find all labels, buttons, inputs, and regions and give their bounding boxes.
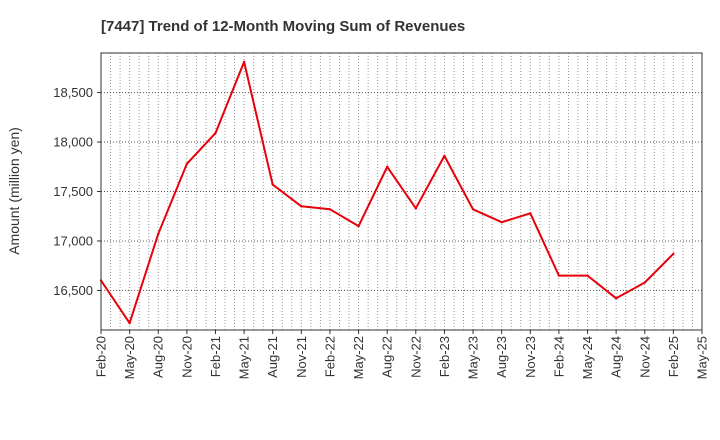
data-point	[242, 60, 246, 64]
data-point	[500, 220, 503, 224]
x-tick-label: Feb-21	[208, 336, 223, 377]
grid	[101, 53, 702, 330]
x-tick-label: Feb-22	[322, 336, 337, 377]
x-tick-label: May-24	[580, 336, 595, 379]
chart-title: [7447] Trend of 12-Month Moving Sum of R…	[101, 18, 465, 35]
data-point	[214, 131, 217, 135]
data-point	[586, 274, 589, 277]
x-tick-label: May-21	[237, 336, 252, 379]
data-point	[471, 208, 475, 211]
y-axis-ticks: 16,500 17,000 17,500 18,000 18,500	[53, 85, 101, 298]
x-tick-label: Feb-24	[551, 336, 566, 377]
data-point	[557, 274, 561, 277]
y-tick-label: 17,000	[53, 233, 93, 248]
y-tick-label: 18,500	[53, 85, 93, 100]
x-tick-label: Nov-20	[179, 336, 194, 378]
x-tick-label: Feb-23	[437, 336, 452, 377]
data-point	[443, 154, 446, 158]
x-tick-label: Aug-21	[265, 336, 280, 378]
x-tick-label: Nov-23	[523, 336, 538, 378]
x-tick-label: May-20	[122, 336, 137, 379]
x-tick-label: Aug-24	[609, 336, 624, 378]
plot-frame	[100, 52, 703, 331]
data-point	[672, 252, 675, 256]
x-tick-label: Aug-20	[151, 336, 166, 378]
x-tick-label: Nov-24	[637, 336, 652, 378]
x-tick-label: Feb-25	[666, 336, 681, 377]
data-point	[185, 162, 189, 165]
data-point	[385, 165, 389, 168]
data-point	[328, 208, 332, 211]
data-point	[529, 212, 532, 215]
x-tick-label: May-22	[351, 336, 366, 379]
data-point	[614, 297, 618, 300]
x-tick-label: Feb-20	[94, 336, 109, 377]
x-tick-label: Nov-22	[408, 336, 423, 378]
data-point	[128, 321, 131, 325]
y-tick-label: 17,500	[53, 184, 93, 199]
data-point	[300, 205, 303, 208]
data-point	[271, 183, 274, 186]
x-tick-label: Nov-21	[294, 336, 309, 378]
x-tick-label: May-25	[695, 336, 710, 379]
y-tick-label: 16,500	[53, 283, 93, 298]
data-point	[414, 207, 418, 210]
x-tick-label: May-23	[466, 336, 481, 379]
x-axis-ticks: Feb-20 May-20 Aug-20 Nov-20 Feb-21 May-21 Aug-…	[94, 330, 710, 379]
y-tick-label: 18,000	[53, 135, 93, 150]
y-axis-label: Amount (million yen)	[6, 127, 22, 255]
data-point	[157, 232, 160, 236]
data-point	[357, 224, 360, 228]
x-tick-label: Aug-22	[380, 336, 395, 378]
data-point	[643, 281, 646, 284]
x-tick-label: Aug-23	[494, 336, 509, 378]
